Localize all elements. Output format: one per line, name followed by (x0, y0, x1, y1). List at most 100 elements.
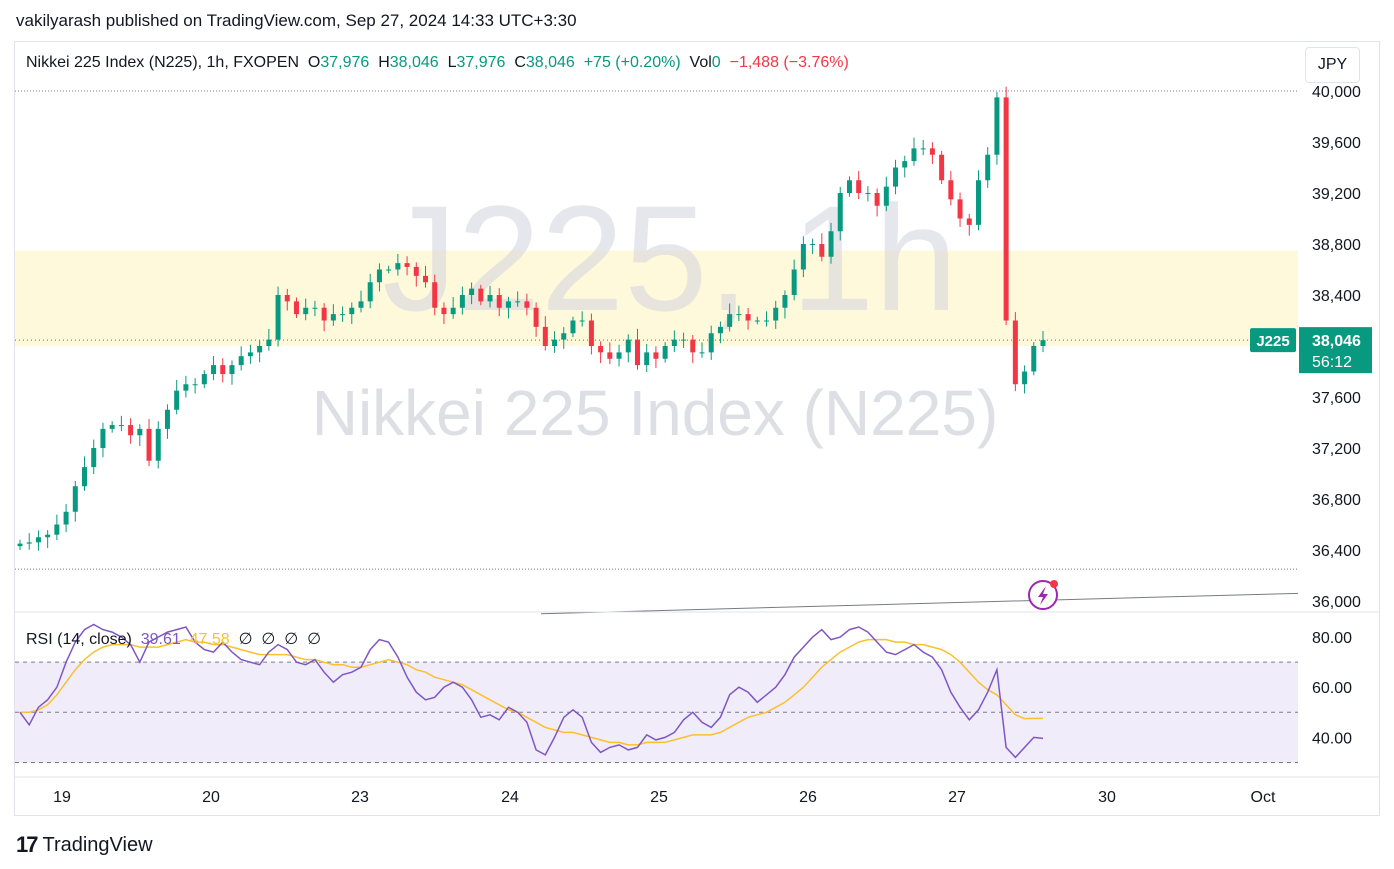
price-axis-tick: 36,400 (1312, 543, 1361, 560)
candle-body (828, 231, 834, 257)
candle-body (26, 542, 32, 544)
rsi-axis-tick: 40.00 (1312, 730, 1352, 747)
rsi-ma-value: 47.58 (189, 631, 230, 648)
candle-body (717, 326, 723, 334)
legend-low-label: L (447, 54, 457, 71)
candle-body (699, 352, 705, 354)
candle-body (736, 314, 742, 316)
candle-body (865, 193, 871, 194)
candle-body (874, 193, 880, 206)
rsi-empty-4: ∅ (307, 631, 321, 648)
candle-body (303, 307, 309, 315)
legend-symbol[interactable]: Nikkei 225 Index (N225), 1h, FXOPEN (26, 54, 300, 71)
time-axis-tick: 26 (799, 789, 817, 806)
candle-body (82, 467, 88, 487)
time-axis-tick: 23 (351, 789, 369, 806)
candle-body (376, 269, 382, 283)
price-tag-bg (1299, 327, 1372, 374)
candle-body (413, 266, 419, 276)
candle-body (846, 180, 852, 193)
candle-body (450, 307, 456, 315)
candle-body (155, 428, 161, 461)
candle-body (220, 365, 226, 375)
candle-body (1012, 320, 1018, 385)
candle-body (929, 148, 935, 155)
candle-body (478, 288, 484, 302)
price-axis-tick: 39,600 (1312, 135, 1361, 152)
candle-body (690, 339, 696, 353)
candle-body (671, 339, 677, 346)
candle-body (588, 320, 594, 346)
price-axis-tick: 36,800 (1312, 492, 1361, 509)
rsi-empty-2: ∅ (261, 631, 276, 648)
candle-body (957, 199, 963, 219)
legend-vol-change: −1,488 (−3.76%) (729, 54, 849, 71)
candle-body (902, 161, 908, 168)
trendline (541, 592, 1299, 615)
rsi-label[interactable]: RSI (14, close) (26, 631, 132, 648)
candle-body (634, 339, 640, 366)
candle-body (118, 425, 124, 427)
candle-body (330, 314, 336, 321)
candle-body (284, 295, 290, 302)
time-axis-tick: 19 (53, 789, 71, 806)
time-axis-tick: 30 (1098, 789, 1116, 806)
candle-body (1031, 346, 1037, 372)
candle-body (312, 307, 318, 309)
tradingview-logo-icon: 17 (16, 832, 39, 857)
candle-body (441, 307, 447, 315)
symbol-tag: J225 (1256, 333, 1289, 350)
candle-body (561, 333, 567, 340)
candle-body (505, 301, 511, 308)
rsi-axis-tick: 60.00 (1312, 680, 1352, 697)
tradingview-brand[interactable]: 17 TradingView (16, 832, 153, 858)
candle-body (183, 384, 189, 391)
candle-body (100, 428, 106, 448)
price-axis-tick: 37,200 (1312, 441, 1361, 458)
candle-body (948, 180, 954, 200)
candle-body (856, 180, 862, 193)
candle-body (35, 537, 41, 543)
candle-body (349, 307, 355, 315)
candle-body (293, 301, 299, 315)
legend-change: +75 (+0.20%) (583, 54, 681, 71)
candle-body (211, 365, 217, 375)
candle-body (625, 339, 631, 353)
candle-body (754, 320, 760, 322)
legend-vol-label: Vol (689, 54, 712, 71)
candle-body (939, 154, 945, 181)
candle-body (708, 333, 714, 353)
candle-body (247, 352, 253, 357)
price-axis-tick: 38,400 (1312, 288, 1361, 305)
candle-body (911, 148, 917, 162)
rsi-ma-line (20, 638, 1043, 746)
candle-body (662, 346, 668, 359)
legend-open-value: 37,976 (320, 54, 370, 71)
candle-body (72, 486, 78, 512)
candle-body (275, 295, 281, 340)
rsi-value: 39.61 (140, 631, 181, 648)
candle-body (764, 320, 770, 322)
candle-body (800, 244, 806, 270)
candle-body (883, 186, 889, 206)
currency-button[interactable]: JPY (1305, 47, 1360, 83)
price-axis-tick: 37,600 (1312, 390, 1361, 407)
candle-body (192, 384, 198, 386)
candle-body (552, 339, 558, 346)
rsi-legend: RSI (14, close) 39.61 47.58 ∅ ∅ ∅ ∅ (26, 629, 321, 649)
price-tag-value: 38,046 (1312, 333, 1361, 350)
candle-body (137, 428, 143, 436)
notification-dot (1050, 580, 1058, 588)
candle-body (1022, 371, 1028, 385)
candle-body (893, 167, 899, 187)
candle-body (782, 295, 788, 308)
watermark-name: Nikkei 225 Index (N225) (312, 377, 999, 449)
time-axis-tick: 27 (948, 789, 966, 806)
price-tag-countdown: 56:12 (1312, 354, 1352, 371)
candle-body (773, 307, 779, 321)
price-axis-tick: 38,800 (1312, 237, 1361, 254)
candle-body (91, 448, 97, 468)
candle-body (229, 365, 235, 375)
candle-body (598, 346, 604, 353)
